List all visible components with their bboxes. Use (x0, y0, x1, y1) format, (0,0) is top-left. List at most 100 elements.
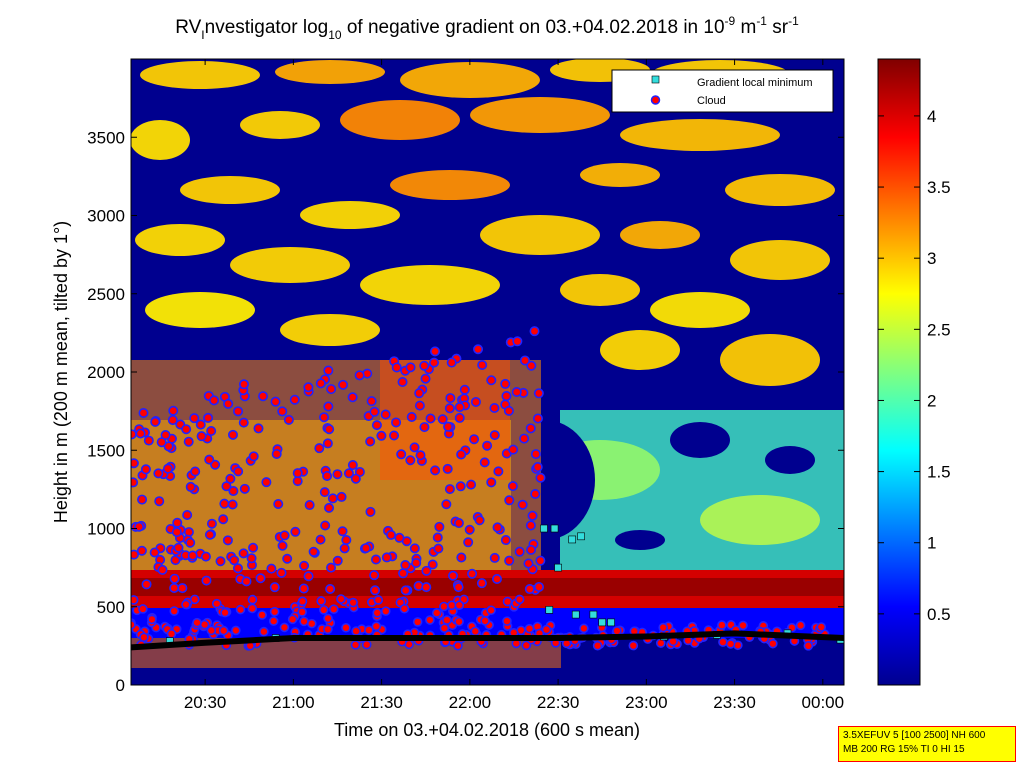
cloud-marker (287, 614, 298, 625)
cloud-marker (206, 426, 217, 437)
cloud-marker (201, 575, 212, 586)
cloud-marker (371, 420, 382, 431)
cloud-marker (432, 532, 443, 543)
cloud-marker (269, 582, 280, 593)
cloud-marker (399, 603, 410, 614)
cloud-marker (138, 604, 148, 614)
cloud-marker (365, 506, 376, 517)
cloud-marker (238, 379, 249, 390)
cloud-marker (303, 571, 314, 582)
y-tick-label: 1000 (87, 520, 125, 539)
cloud-marker (337, 526, 348, 537)
cloud-marker (482, 440, 493, 451)
gradient-minimum-marker (571, 610, 580, 619)
cloud-marker (668, 636, 678, 647)
cloud-marker (141, 579, 152, 590)
cloud-marker (469, 434, 480, 445)
cloud-marker (717, 620, 727, 630)
cloud-marker (187, 550, 198, 561)
cloud-marker (322, 470, 333, 481)
cloud-marker (315, 534, 326, 545)
cloud-marker (299, 560, 310, 571)
cloud-marker (372, 608, 382, 618)
x-tick-label: 22:30 (537, 693, 580, 712)
cloud-marker (277, 406, 288, 417)
cloud-marker (270, 396, 281, 407)
y-tick-label: 2000 (87, 363, 125, 382)
cloud-marker (338, 379, 349, 390)
cloud-marker (525, 520, 536, 531)
cloud-marker (218, 514, 229, 525)
chart-title: RVInvestigator log10 of negative gradien… (175, 14, 799, 42)
y-tick-label: 3500 (87, 128, 125, 147)
cloud-marker (526, 360, 537, 371)
x-tick-label: 23:00 (625, 693, 668, 712)
cloud-marker (514, 546, 525, 557)
cloud-marker (268, 616, 279, 626)
colorbar-tick-label: 1 (927, 534, 936, 553)
cloud-marker (189, 594, 200, 605)
cloud-marker (365, 436, 376, 447)
cloud-marker (185, 537, 196, 548)
cloud-marker (271, 448, 282, 459)
cloud-marker (157, 564, 168, 575)
cloud-marker (396, 449, 407, 460)
cloud-marker (520, 355, 531, 366)
cloud-marker (204, 454, 215, 465)
cloud-marker (473, 344, 484, 355)
cloud-marker (248, 542, 259, 553)
cloud-marker (535, 472, 546, 483)
cloud-marker (192, 617, 202, 628)
cloud-marker (492, 522, 503, 533)
cloud-marker (412, 617, 423, 627)
cloud-marker (283, 414, 294, 425)
cloud-marker (248, 451, 259, 462)
cloud-marker (434, 521, 445, 532)
gradient-minimum-marker (589, 610, 598, 619)
cloud-marker (439, 623, 450, 633)
cloud-marker (347, 392, 358, 403)
x-tick-label: 23:30 (713, 693, 756, 712)
cloud-marker (486, 605, 496, 616)
cloud-marker (131, 595, 139, 605)
cloud-marker (391, 362, 402, 373)
cloud-marker (795, 620, 806, 631)
cloud-marker (448, 570, 459, 581)
cloud-marker (425, 615, 435, 625)
cloud-marker (532, 462, 543, 473)
cloud-marker (138, 407, 149, 418)
cloud-marker (131, 549, 139, 560)
cloud-marker (592, 640, 603, 651)
cloud-marker (135, 428, 146, 439)
cloud-marker (153, 468, 164, 479)
cloud-marker (439, 601, 449, 612)
cloud-marker (336, 491, 347, 502)
cloud-marker (314, 443, 325, 454)
cloud-marker (257, 610, 267, 620)
cloud-marker (149, 547, 160, 558)
cloud-marker (433, 543, 444, 554)
cloud-marker (444, 484, 455, 495)
cloud-marker (279, 530, 290, 541)
cloud-marker (227, 499, 238, 510)
cloud-marker (376, 430, 387, 441)
cloud-marker (453, 582, 464, 593)
cloud-marker (454, 616, 464, 627)
cloud-marker (206, 625, 217, 636)
cloud-marker (489, 403, 500, 414)
cloud-marker (361, 639, 372, 650)
cloud-marker (131, 477, 139, 488)
cloud-marker (442, 615, 452, 625)
cloud-marker (229, 555, 240, 566)
cloud-marker (290, 526, 301, 537)
cloud-marker (319, 412, 330, 423)
cloud-marker (131, 458, 139, 469)
cloud-marker (425, 413, 436, 424)
cloud-marker (181, 599, 191, 610)
gradient-minimum-marker (598, 618, 607, 627)
cloud-marker (169, 582, 180, 593)
cloud-marker (166, 629, 177, 639)
cloud-marker (371, 621, 382, 632)
cloud-marker (501, 391, 512, 402)
cloud-marker (523, 558, 534, 569)
